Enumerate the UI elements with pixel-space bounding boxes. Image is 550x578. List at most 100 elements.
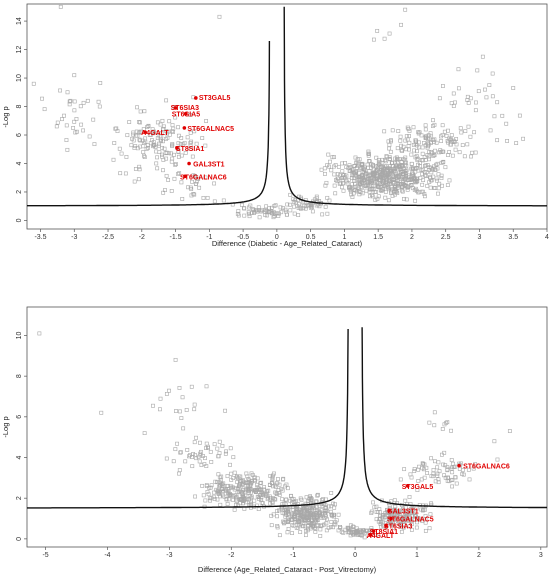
data-point — [433, 148, 437, 153]
data-point — [285, 519, 290, 524]
data-point — [436, 191, 440, 196]
gene-label: ST3GAL5 — [402, 484, 434, 491]
data-point — [271, 512, 276, 517]
data-point — [256, 205, 261, 210]
highlighted-gene-point — [182, 126, 187, 130]
data-point — [248, 203, 253, 208]
data-point — [405, 185, 410, 190]
data-point — [131, 132, 136, 137]
data-point — [218, 494, 223, 499]
data-point — [348, 523, 353, 528]
data-point — [249, 471, 254, 476]
data-point — [284, 212, 289, 217]
data-point — [347, 185, 351, 190]
data-point — [304, 204, 309, 209]
x-tick-label: -0.5 — [237, 234, 249, 241]
data-point — [133, 144, 138, 149]
data-point — [423, 127, 428, 132]
x-tick-label: 3.5 — [508, 234, 518, 241]
data-point — [402, 467, 407, 472]
data-point — [442, 422, 447, 427]
data-point — [299, 497, 304, 502]
data-point — [292, 211, 297, 216]
data-point — [369, 509, 374, 514]
data-point — [421, 462, 426, 466]
data-point — [64, 123, 69, 128]
data-point — [177, 468, 182, 472]
data-point — [396, 129, 401, 133]
data-point — [341, 530, 346, 535]
data-point — [367, 169, 372, 174]
data-point — [281, 476, 286, 481]
data-point — [142, 431, 147, 436]
data-point — [399, 22, 403, 27]
x-tick-label: -3 — [71, 234, 77, 241]
data-point — [289, 511, 294, 516]
gene-label: ST6GALNAC6 — [180, 174, 227, 181]
data-point — [292, 204, 296, 209]
data-point — [286, 507, 290, 512]
data-point — [91, 117, 96, 122]
data-point — [421, 508, 426, 512]
data-point — [373, 198, 378, 202]
data-point — [268, 474, 273, 478]
gene-label: ST6GALNAC5 — [187, 126, 234, 133]
data-point — [451, 91, 456, 96]
data-point — [177, 171, 182, 176]
data-point — [336, 164, 341, 169]
data-point — [409, 527, 414, 532]
data-point — [270, 499, 275, 504]
data-point — [192, 129, 197, 134]
data-point — [383, 195, 388, 200]
y-tick-label: 12 — [16, 46, 23, 54]
data-point — [189, 187, 194, 191]
data-point — [421, 178, 426, 183]
data-point — [259, 480, 264, 485]
data-point — [409, 161, 414, 166]
data-point — [367, 159, 371, 163]
data-point — [439, 176, 444, 181]
data-point — [400, 189, 405, 194]
data-point — [212, 181, 217, 186]
data-point — [203, 498, 208, 503]
data-point — [188, 130, 193, 135]
data-point — [492, 114, 497, 119]
data-point — [350, 182, 355, 187]
data-point — [454, 481, 459, 486]
data-point — [343, 161, 347, 165]
data-point — [500, 113, 505, 118]
x-axis-label: Difference (Age_Related_Cataract - Post_… — [198, 565, 377, 574]
data-point — [170, 129, 175, 134]
data-point — [158, 122, 163, 127]
data-point — [449, 133, 454, 138]
data-point — [386, 139, 391, 144]
data-point — [151, 403, 155, 408]
data-point — [212, 442, 217, 447]
data-point — [376, 519, 381, 524]
data-point — [442, 129, 447, 134]
data-point — [409, 475, 414, 480]
data-point — [272, 496, 277, 501]
data-point — [275, 514, 279, 519]
data-point — [404, 134, 409, 139]
data-point — [204, 441, 209, 446]
data-point — [440, 123, 445, 128]
data-point — [157, 141, 162, 146]
data-point — [424, 134, 429, 138]
data-point — [283, 207, 288, 212]
data-point — [396, 511, 401, 516]
data-point — [310, 524, 315, 529]
data-point — [259, 495, 264, 500]
data-point — [161, 157, 166, 162]
data-point — [365, 165, 370, 170]
data-point — [364, 188, 369, 193]
data-point — [429, 178, 434, 183]
data-point — [394, 155, 399, 160]
data-point — [427, 420, 432, 425]
data-point — [192, 407, 197, 412]
data-point — [131, 130, 136, 135]
data-point — [81, 128, 85, 133]
data-point — [158, 137, 163, 142]
data-point — [469, 154, 473, 159]
data-point — [490, 94, 495, 99]
